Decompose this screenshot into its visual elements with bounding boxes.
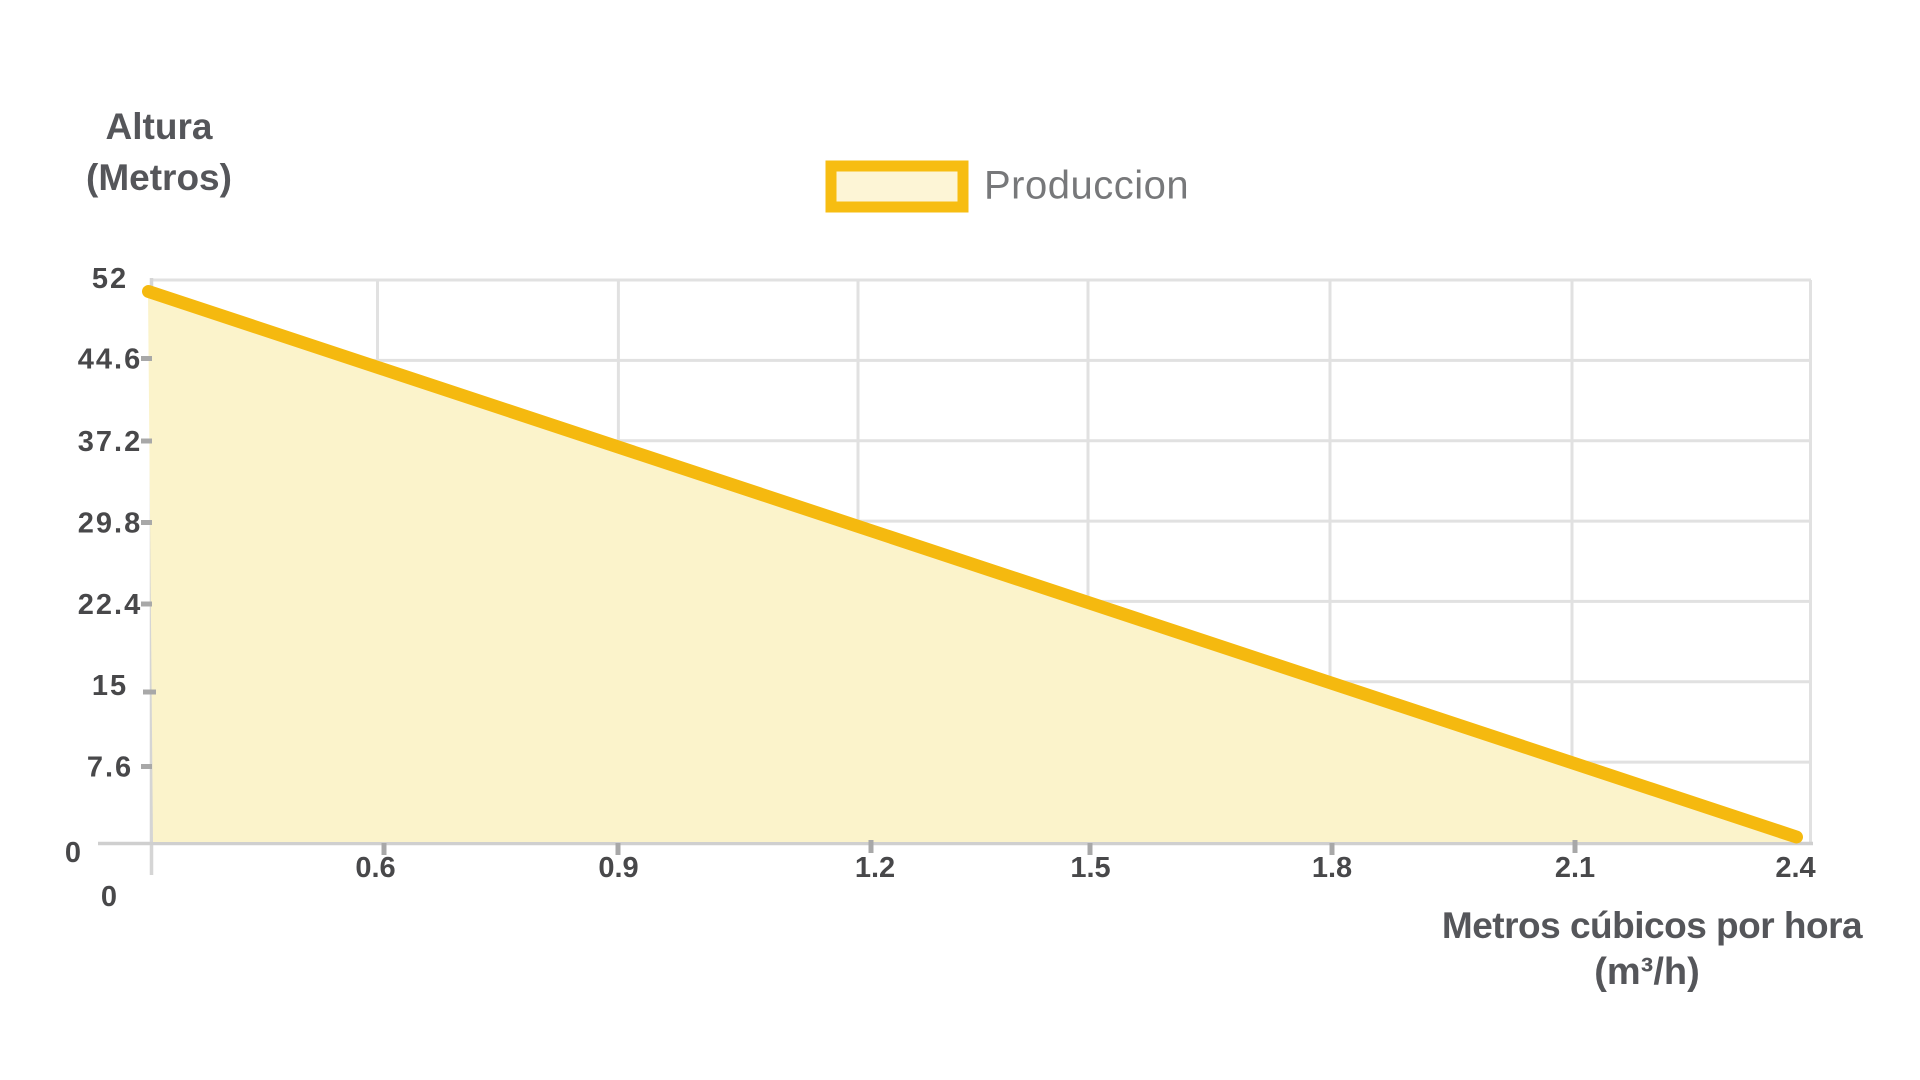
svg-text:52: 52 [92,263,128,295]
svg-text:7.6: 7.6 [87,752,133,784]
svg-text:1.2: 1.2 [855,852,895,884]
svg-text:0: 0 [65,837,83,869]
svg-text:15: 15 [92,670,128,702]
svg-text:29.8: 29.8 [78,508,142,540]
svg-text:Altura: Altura [106,106,213,147]
svg-text:Metros cúbicos por hora: Metros cúbicos por hora [1442,905,1863,946]
svg-text:(m³/h): (m³/h) [1594,951,1700,993]
svg-text:44.6: 44.6 [78,344,142,376]
svg-text:Produccion: Produccion [984,164,1189,208]
svg-text:0.9: 0.9 [598,852,638,884]
svg-text:1.8: 1.8 [1312,852,1352,884]
svg-text:2.1: 2.1 [1555,852,1595,884]
svg-text:(Metros): (Metros) [86,157,232,198]
svg-text:22.4: 22.4 [78,589,142,621]
svg-text:0.6: 0.6 [355,852,395,884]
svg-text:2.4: 2.4 [1775,852,1815,884]
svg-text:1.5: 1.5 [1070,852,1110,884]
svg-text:37.2: 37.2 [78,426,142,458]
svg-text:0: 0 [101,881,119,913]
